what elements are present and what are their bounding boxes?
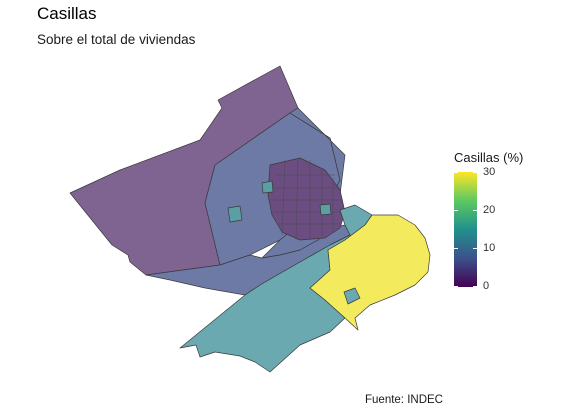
legend-label-20: 20: [483, 204, 496, 216]
region-east-peninsula: [309, 214, 431, 331]
legend-colorbar: [454, 172, 477, 287]
legend-tick: [454, 286, 458, 287]
map-title: Casillas: [37, 4, 97, 23]
map-legend: Casillas (%) 30 20 10 0: [454, 150, 564, 300]
region-island-enclave: [343, 287, 361, 305]
legend-tick: [454, 210, 458, 211]
legend-label-30: 30: [483, 166, 496, 178]
legend-label-0: 0: [483, 280, 490, 292]
legend-tick: [473, 248, 477, 249]
region-teal-cell-1: [227, 205, 243, 223]
urban-cell-grid-2: [281, 157, 334, 241]
legend-label-10: 10: [483, 242, 496, 254]
region-teal-cell-3: [319, 203, 332, 216]
region-teal-cell-2: [261, 180, 274, 194]
legend-tick: [473, 286, 477, 287]
legend-title: Casillas (%): [454, 150, 524, 165]
legend-tick: [454, 248, 458, 249]
region-urban-core: [267, 157, 346, 241]
legend-tick: [473, 172, 477, 173]
legend-tick: [454, 172, 458, 173]
urban-cell-grid-1: [270, 174, 344, 225]
source-caption: Fuente: INDEC: [365, 394, 443, 406]
legend-tick: [473, 210, 477, 211]
map-subtitle: Sobre el total de viviendas: [37, 32, 196, 47]
